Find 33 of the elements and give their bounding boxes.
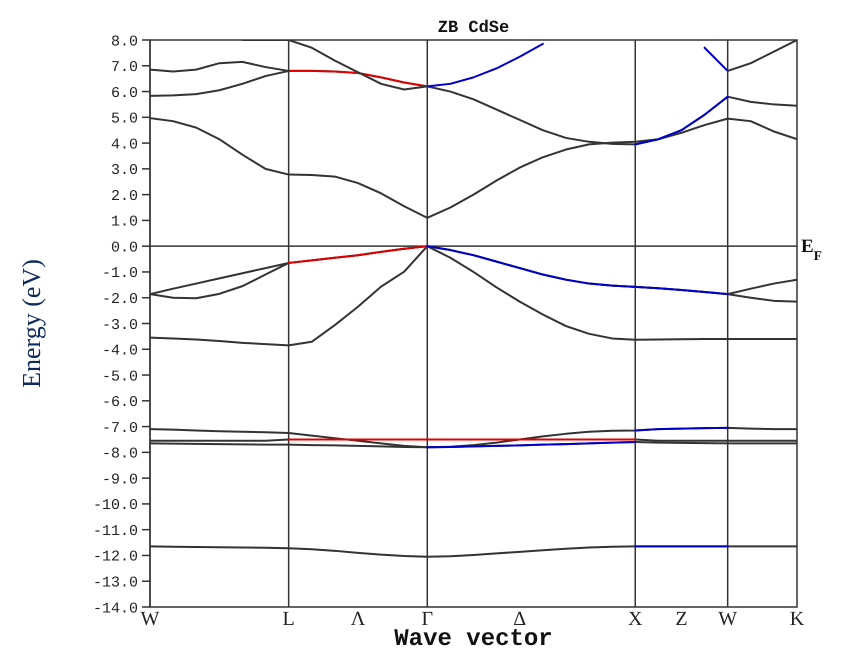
x-tick-label: Z [675,608,688,630]
y-tick-label: -12.0 [92,548,138,566]
y-tick-label: 7.0 [110,59,138,76]
y-tick-label: -5.0 [102,368,138,386]
y-axis-title: Energy (eV) [17,259,46,388]
y-tick-label: -2.0 [102,290,138,308]
y-tick-label: -14.0 [92,600,138,618]
y-tick-label: 1.0 [110,214,138,231]
y-tick-label: -4.0 [102,342,138,360]
x-tick-label: X [628,608,644,630]
x-tick-label: Λ [350,608,366,630]
x-tick-label: K [790,608,805,630]
y-tick-label: -1.0 [102,265,138,282]
y-tick-label: -9.0 [102,471,138,488]
y-tick-label: -10.0 [92,497,138,514]
y-tick-label: 4.0 [110,136,138,154]
y-tick-label: -11.0 [92,522,138,540]
chart-title: ZB CdSe [438,19,510,38]
x-tick-label: W [718,608,738,630]
x-tick-label: W [140,608,160,630]
y-tick-label: -7.0 [102,420,138,437]
y-tick-label: 0.0 [110,239,138,256]
y-tick-label: 6.0 [110,84,138,102]
y-tick-label: 2.0 [110,188,138,205]
y-tick-label: 8.0 [110,33,138,50]
y-tick-label: 5.0 [110,110,138,128]
x-tick-label: L [282,608,295,630]
ref-line-label: E$_{F}$ [801,236,822,263]
y-tick-label: 3.0 [110,162,138,180]
y-tick-label: -6.0 [102,394,138,412]
y-tick-label: -13.0 [92,574,138,592]
y-tick-label: -8.0 [102,446,138,463]
y-tick-label: -3.0 [102,316,138,334]
